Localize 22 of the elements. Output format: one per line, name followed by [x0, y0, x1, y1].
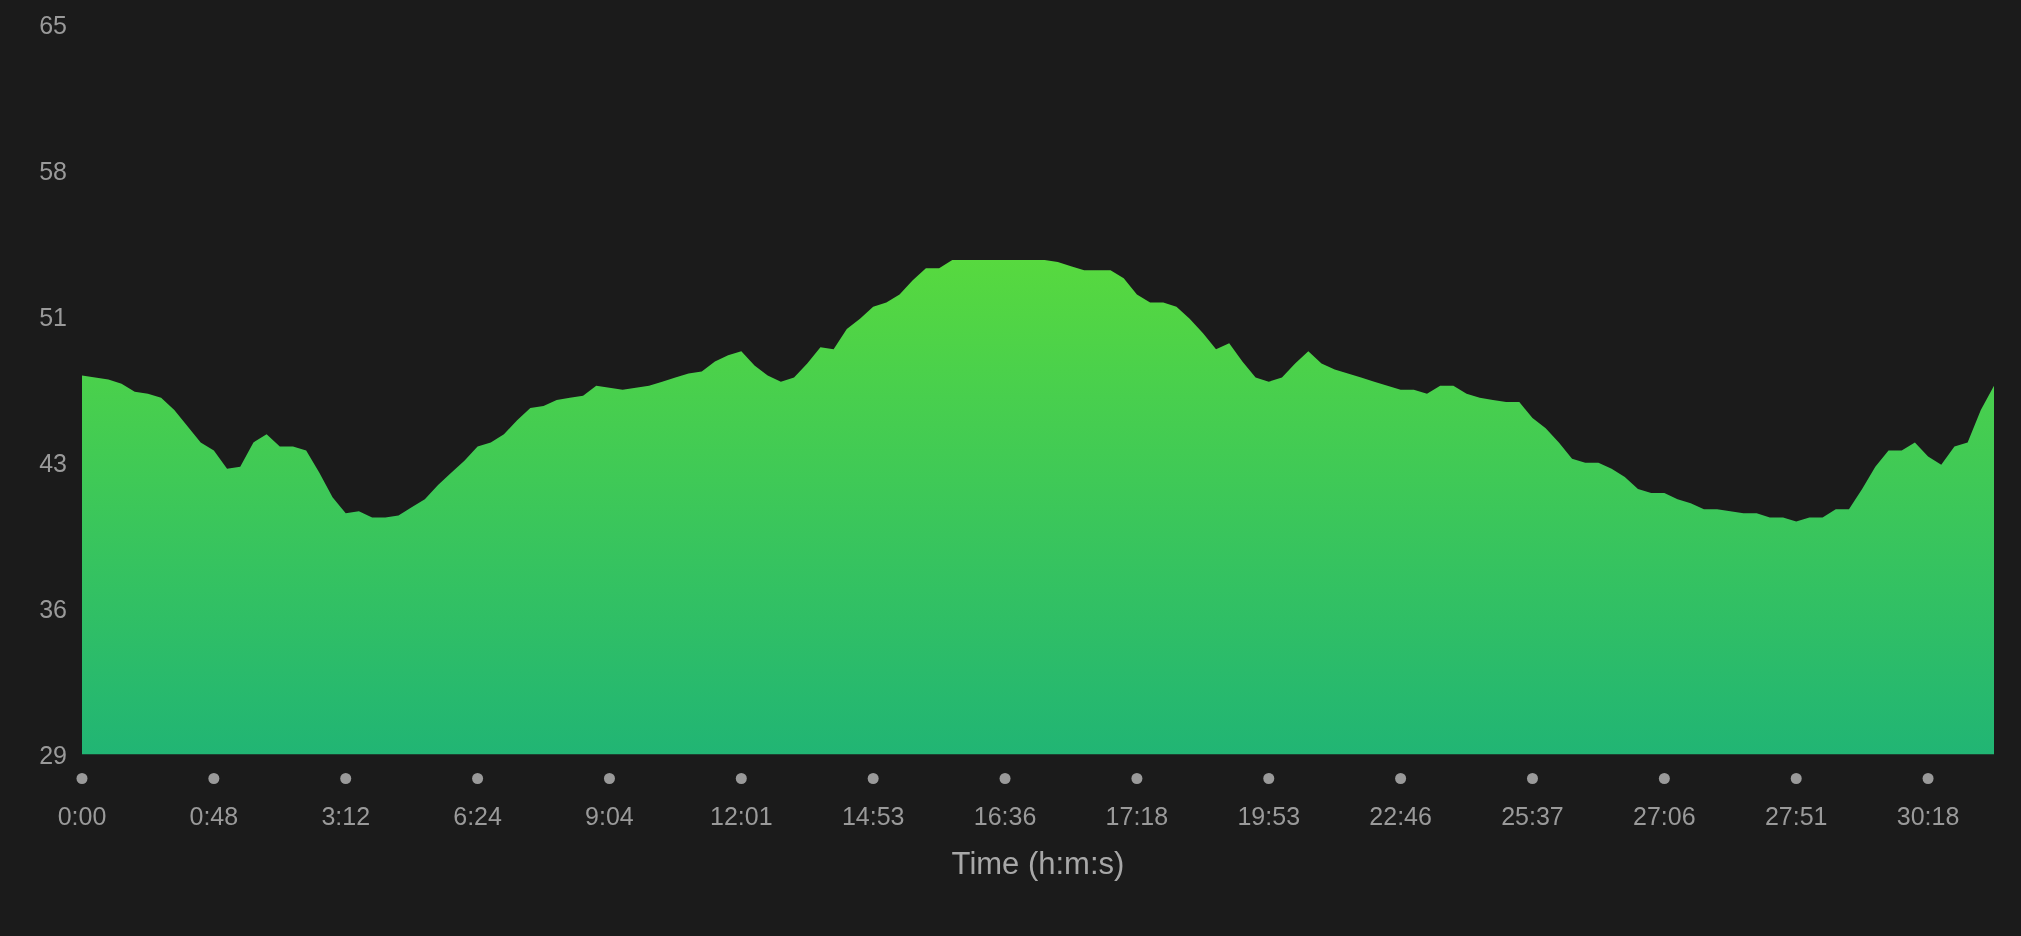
y-tick-label: 29 — [39, 740, 67, 769]
x-tick-label: 30:18 — [1896, 801, 1960, 830]
x-tick-label: 3:12 — [321, 801, 371, 830]
x-tick-label: 19:53 — [1237, 801, 1301, 830]
y-tick-label: 65 — [39, 11, 67, 39]
x-tick-label: 14:53 — [841, 801, 905, 830]
x-tick-label: 17:18 — [1105, 801, 1169, 830]
x-tick-label: 12:01 — [710, 801, 773, 830]
x-tick-label: 27:06 — [1633, 801, 1696, 830]
x-tick-label: 0:48 — [189, 801, 239, 830]
y-tick-label: 36 — [39, 594, 67, 623]
y-tick-label: 43 — [39, 448, 67, 477]
y-tick-label: 58 — [39, 156, 67, 185]
y-tick-label: 51 — [39, 302, 67, 331]
x-tick-label: 25:37 — [1501, 801, 1564, 830]
x-tick-label: 0:00 — [57, 801, 107, 830]
x-tick-label: 6:24 — [453, 801, 502, 830]
x-tick-label: 22:46 — [1369, 801, 1432, 830]
x-axis-title: Time (h:m:s) — [951, 846, 1125, 881]
x-tick-label: 27:51 — [1764, 801, 1828, 830]
x-tick-label: 16:36 — [973, 801, 1037, 830]
x-tick-label: 9:04 — [585, 801, 634, 830]
